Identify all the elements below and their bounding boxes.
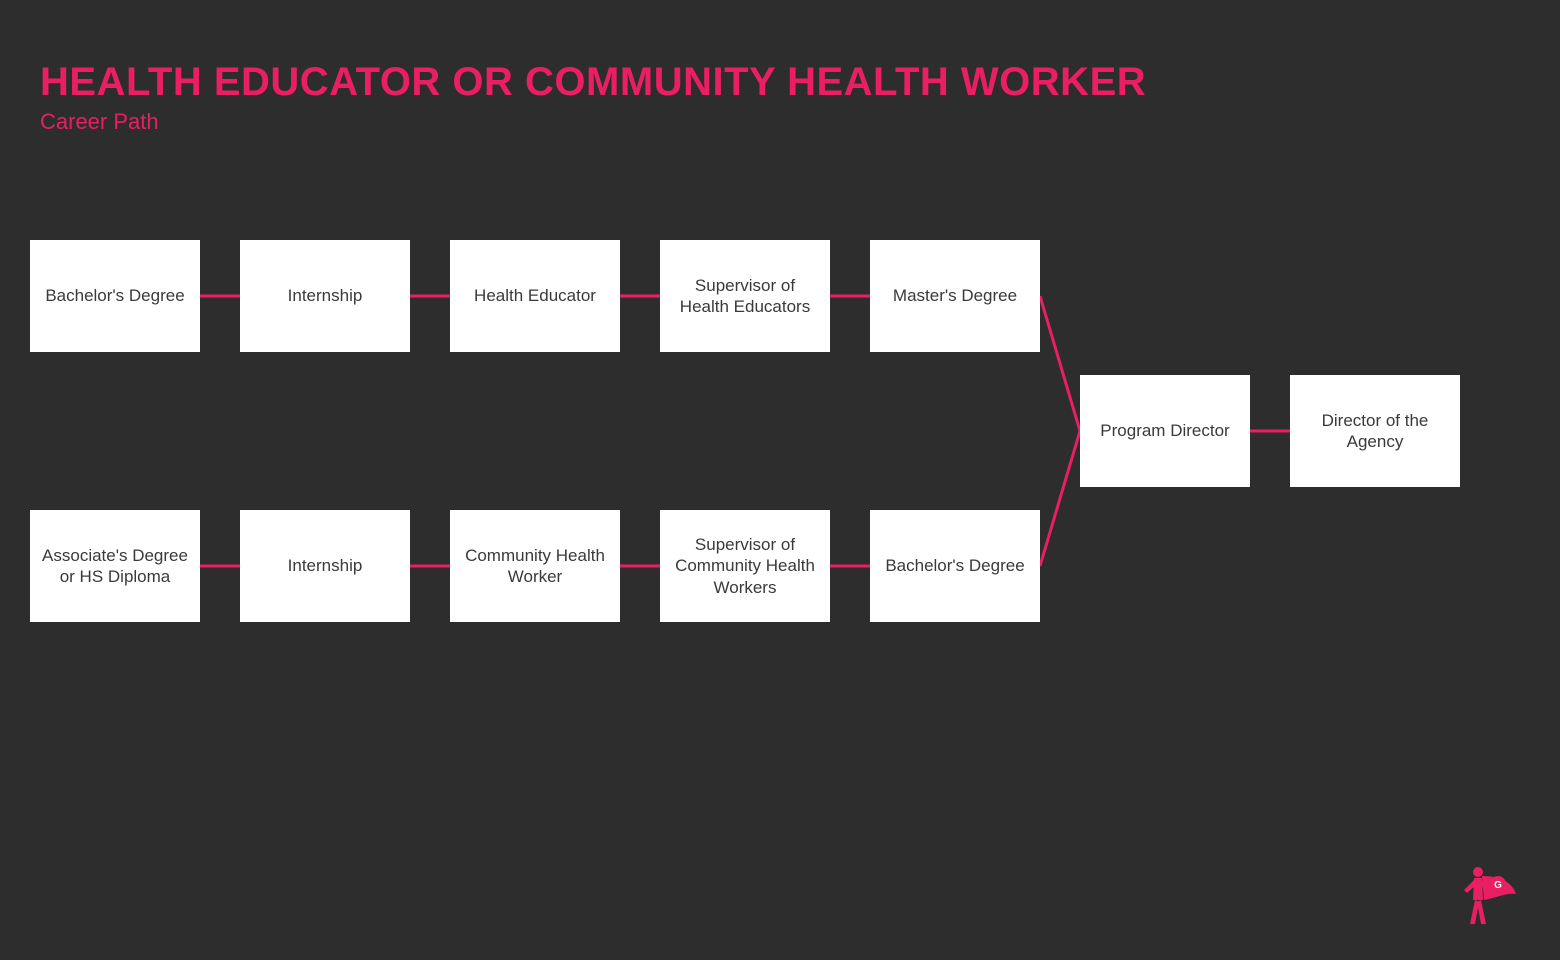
flowchart-node: Internship bbox=[240, 240, 410, 352]
flowchart-node: Health Educator bbox=[450, 240, 620, 352]
flowchart-node: Associate's Degree or HS Diploma bbox=[30, 510, 200, 622]
logo-letter: G bbox=[1494, 880, 1502, 891]
flowchart-node: Supervisor of Health Educators bbox=[660, 240, 830, 352]
flowchart-edge bbox=[1040, 296, 1080, 431]
superhero-logo-icon: G bbox=[1450, 860, 1520, 930]
flowchart-node: Bachelor's Degree bbox=[30, 240, 200, 352]
flowchart-edge bbox=[1040, 431, 1080, 566]
flowchart-node: Director of the Agency bbox=[1290, 375, 1460, 487]
flowchart-node: Supervisor of Community Health Workers bbox=[660, 510, 830, 622]
flowchart-node: Internship bbox=[240, 510, 410, 622]
diagram-canvas: Bachelor's Degree Internship Health Educat… bbox=[0, 0, 1560, 960]
flowchart-node: Master's Degree bbox=[870, 240, 1040, 352]
flowchart-node: Program Director bbox=[1080, 375, 1250, 487]
flowchart-node: Community Health Worker bbox=[450, 510, 620, 622]
flowchart-node: Bachelor's Degree bbox=[870, 510, 1040, 622]
